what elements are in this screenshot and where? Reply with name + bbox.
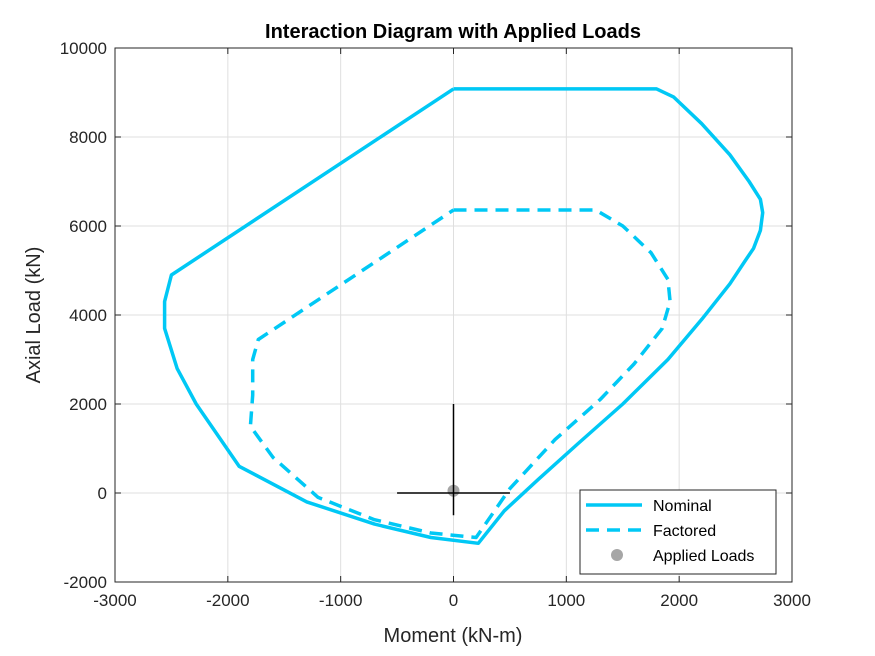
x-tick-label: -2000 [206, 591, 249, 610]
x-axis-label: Moment (kN-m) [384, 625, 523, 647]
legend-label-nominal: Nominal [653, 498, 712, 515]
y-tick-label: 0 [98, 484, 107, 503]
y-tick-label: 10000 [60, 39, 107, 58]
y-tick-label: 6000 [69, 217, 107, 236]
x-tick-label: -1000 [319, 591, 362, 610]
chart-title: Interaction Diagram with Applied Loads [265, 21, 641, 43]
y-tick-label: 4000 [69, 306, 107, 325]
factored-curve [248, 208, 672, 540]
legend-label-applied-loads: Applied Loads [653, 548, 754, 565]
x-tick-label: 2000 [660, 591, 698, 610]
x-tick-label: 1000 [547, 591, 585, 610]
y-axis-label: Axial Load (kN) [23, 247, 45, 384]
nominal-curve [162, 87, 765, 546]
y-tick-label: 8000 [69, 128, 107, 147]
legend: Nominal Factored Applied Loads [579, 489, 777, 575]
y-tick-label: 2000 [69, 395, 107, 414]
legend-label-factored: Factored [653, 523, 716, 540]
x-tick-label: 0 [449, 591, 458, 610]
ticks: -3000 -2000 -1000 0 1000 2000 3000-20000200040… [60, 39, 811, 610]
legend-swatch-applied-loads [611, 549, 623, 561]
y-tick-label: -2000 [64, 573, 107, 592]
x-tick-label: 3000 [773, 591, 811, 610]
x-tick-label: -3000 [93, 591, 136, 610]
series-layer [162, 87, 765, 546]
